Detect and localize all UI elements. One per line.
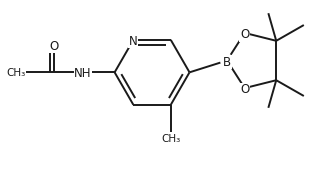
Text: CH₃: CH₃ bbox=[7, 68, 26, 78]
Text: CH₃: CH₃ bbox=[161, 134, 181, 144]
Text: N: N bbox=[129, 35, 138, 48]
Text: O: O bbox=[240, 83, 249, 96]
Text: O: O bbox=[240, 28, 249, 41]
Text: NH: NH bbox=[74, 67, 92, 80]
Text: B: B bbox=[223, 55, 231, 69]
Text: O: O bbox=[49, 40, 58, 53]
